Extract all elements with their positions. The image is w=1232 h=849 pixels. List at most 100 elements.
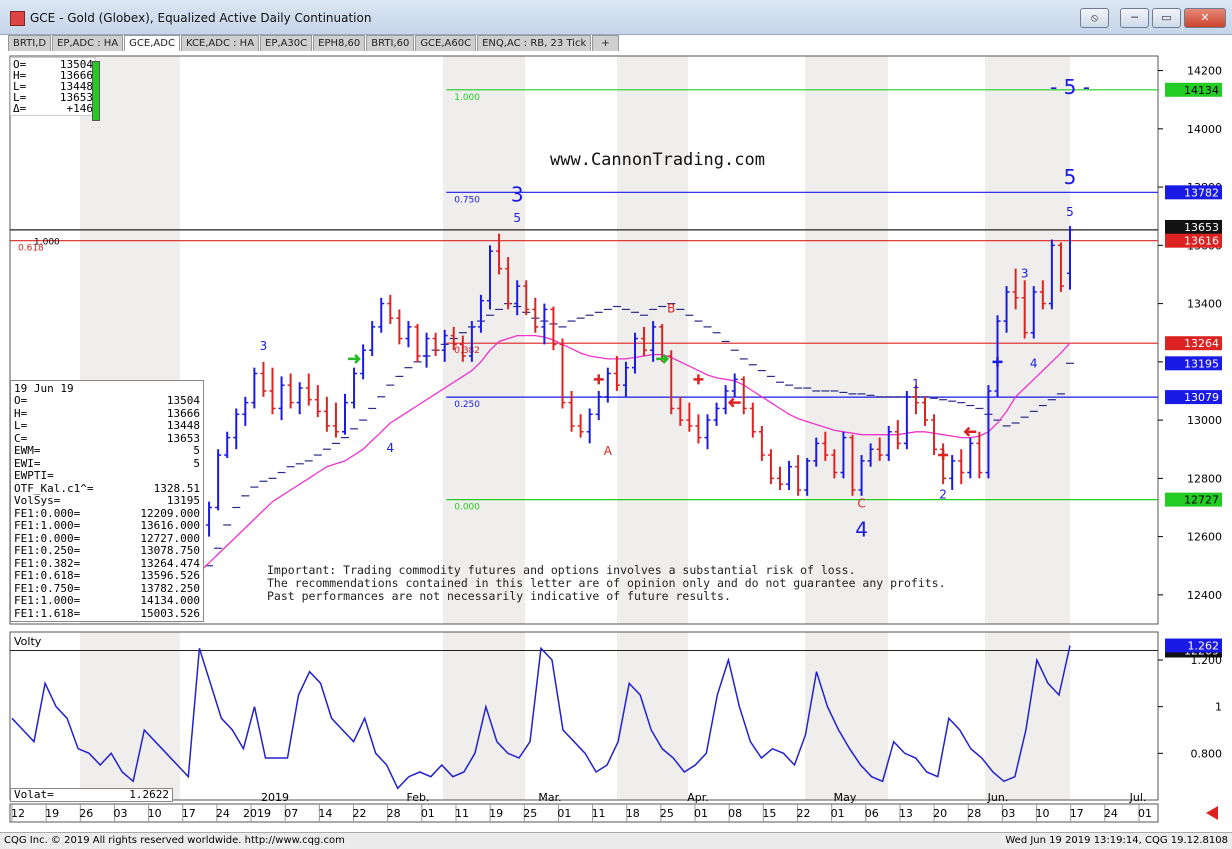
study-row: L= 13448 (14, 419, 200, 433)
study-value: 13195 (166, 494, 200, 507)
chart-tab[interactable]: GCE,ADC (124, 35, 180, 51)
wave-label: A (604, 444, 613, 458)
x-tick-label: 22 (796, 807, 810, 820)
wave-label: 3 (1021, 266, 1029, 280)
x-tick-label: 25 (660, 807, 674, 820)
x-tick-label: 10 (148, 807, 162, 820)
x-tick-label: 28 (387, 807, 401, 820)
status-bar: CQG Inc. © 2019 All rights reserved worl… (0, 832, 1232, 849)
ohlc-row: H= 13666 (13, 70, 93, 81)
panel-date: 19 Jun 19 (14, 382, 74, 395)
x-tick-label: 01 (1138, 807, 1152, 820)
wave-label: 4 (855, 518, 868, 542)
maximize-button[interactable]: ▭ (1152, 8, 1181, 28)
study-value: 5 (193, 456, 200, 470)
disclaimer-line: Past performances are not necessarily in… (267, 589, 731, 603)
month-label: 2019 (261, 791, 289, 804)
x-tick-label: 06 (865, 807, 879, 820)
study-row: FE1:0.000= 12209.000 (14, 506, 200, 521)
chart-tab[interactable]: KCE,ADC : HA (180, 35, 260, 51)
x-tick-label: 01 (694, 807, 708, 820)
x-tick-label: 14 (318, 807, 332, 820)
close-button[interactable]: ✕ (1184, 8, 1226, 28)
chart-tab[interactable]: ENQ,AC : RB, 23 Tick (477, 35, 592, 51)
study-row: EWPTI= (14, 469, 200, 483)
ohlc-key: Δ= (13, 102, 27, 115)
study-key: O= (14, 394, 28, 407)
study-value: 13596.526 (140, 569, 200, 582)
fib-label: 0.250 (454, 400, 480, 410)
study-row: H= 13666 (14, 406, 200, 421)
volat-label: Volat= (14, 788, 54, 801)
price-tag (1165, 390, 1222, 405)
chart-tab[interactable]: EP,A30C (260, 35, 313, 51)
ohlc-key: O= (13, 58, 27, 71)
y-tick-label: 13000 (1187, 414, 1222, 427)
month-band (617, 632, 688, 800)
signal-plus-icon (693, 374, 704, 385)
x-tick-label: 07 (284, 807, 298, 820)
link-icon[interactable]: ⦸ (1080, 8, 1109, 28)
y-tick-label: 13400 (1187, 298, 1222, 311)
window-controls: ⦸ ─ ▭ ✕ (1080, 8, 1226, 28)
price-tag (1165, 356, 1222, 371)
x-tick-label: 13 (899, 807, 913, 820)
chart-tab[interactable]: BRTI,60 (366, 35, 415, 51)
study-key: C= (14, 431, 28, 445)
chart-tab[interactable]: GCE,A60C (415, 35, 477, 51)
price-tag-label: 13264 (1184, 337, 1219, 350)
price-chart[interactable]: 1.000 0.750 0.618 0.382 0.250 0.000 1.000 3 4 3 5… (0, 52, 1232, 832)
study-value: 1328.51 (153, 481, 200, 495)
study-value: 13782.250 (140, 581, 200, 595)
wave-label: 3 (511, 183, 524, 207)
disclaimer-line: Important: Trading commodity futures and… (267, 563, 856, 577)
study-key: EWPTI= (14, 469, 54, 482)
signal-arrow-left-icon (963, 426, 977, 437)
x-tick-label: 03 (1001, 807, 1015, 820)
add-tab-button[interactable]: + (592, 35, 619, 51)
y-tick-label: 1 (1215, 701, 1222, 714)
chart-tab[interactable]: BRTI,D (8, 35, 52, 51)
price-tag-label: 14134 (1184, 84, 1219, 97)
study-value: 12727.000 (140, 531, 200, 545)
ohlc-value: 13666 (59, 69, 93, 82)
x-tick-label: 17 (1070, 807, 1084, 820)
study-value: 13653 (166, 431, 200, 445)
study-key: VolSys= (14, 494, 61, 507)
x-tick-label: 11 (455, 807, 469, 820)
study-row: EWI= 5 (14, 456, 200, 471)
volty-label: Volty (14, 635, 42, 648)
month-band (443, 56, 525, 624)
wave-label: - 5 - (1050, 75, 1090, 99)
study-key: FE1:0.618= (14, 569, 81, 582)
ohlc-value: +146 (66, 102, 94, 115)
x-tick-label: 12 (11, 807, 25, 820)
x-tick-label: 26 (79, 807, 93, 820)
price-pane-frame (9, 55, 1159, 625)
month-label: Apr. (687, 791, 709, 804)
disclaimer: Important: Trading commodity futures and… (267, 564, 946, 603)
signal-plus-icon (593, 374, 604, 385)
signal-plus-icon (938, 450, 949, 461)
ohlc-key: H= (13, 69, 27, 82)
fib-label: 0.618 (18, 244, 44, 254)
minimize-button[interactable]: ─ (1120, 8, 1149, 28)
y-tick-label: 12400 (1187, 589, 1222, 602)
chart-tab[interactable]: EPH8,60 (313, 35, 366, 51)
study-key: H= (14, 406, 28, 420)
study-row: FE1:0.750= 13782.250 (14, 581, 200, 596)
watermark-text: www.CannonTrading.com (550, 150, 765, 170)
study-key: FE1:0.000= (14, 506, 81, 520)
study-row: VolSys= 13195 (14, 494, 200, 508)
chart-tab[interactable]: EP,ADC : HA (52, 35, 124, 51)
price-tag (1165, 336, 1222, 351)
study-key: FE1:1.618= (14, 606, 81, 620)
window-titlebar: GCE - Gold (Globex), Equalized Active Da… (0, 0, 1232, 35)
ohlc-key: L= (13, 91, 27, 104)
wave-label: 5 (1066, 205, 1074, 219)
scroll-right-icon[interactable] (1206, 806, 1218, 820)
ohlc-range-bar (92, 61, 100, 121)
timestamp-text: Wed Jun 19 2019 13:19:14, CQG 19.12.8108 (1005, 835, 1228, 846)
study-row: FE1:1.618= 15003.526 (14, 606, 200, 621)
y-tick-label: 14000 (1187, 123, 1222, 136)
